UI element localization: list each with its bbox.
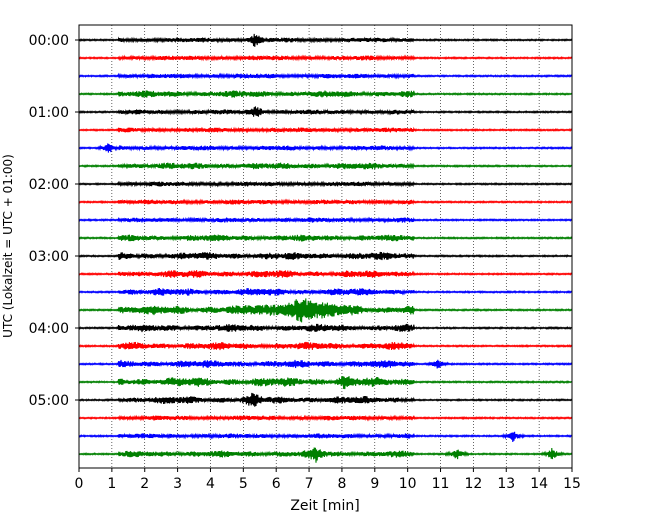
x-tick-label: 5 xyxy=(239,476,248,492)
plot-frame xyxy=(78,24,573,469)
seismic-trace xyxy=(78,323,573,333)
seismic-trace xyxy=(78,126,573,134)
x-tick-label: 1 xyxy=(107,476,116,492)
seismic-trace xyxy=(78,288,573,296)
seismic-trace xyxy=(78,54,573,62)
seismic-trace xyxy=(78,33,573,47)
y-axis: 00:00 01:00 02:00 03:00 04:00 05:00 xyxy=(29,33,79,409)
seismic-trace xyxy=(78,341,573,351)
y-tick-label: 02:00 xyxy=(29,177,69,193)
x-tick-label: 3 xyxy=(173,476,182,492)
plot-background xyxy=(79,25,572,468)
x-tick-label: 9 xyxy=(370,476,379,492)
y-axis-label: UTC (Lokalzeit = UTC + 01:00) xyxy=(1,154,15,338)
seismic-trace xyxy=(78,216,573,224)
seismic-trace xyxy=(78,143,573,153)
x-tick-label: 11 xyxy=(432,476,450,492)
seismic-trace xyxy=(78,162,573,170)
seismic-trace xyxy=(78,198,573,206)
x-tick-label: 14 xyxy=(530,476,548,492)
seismic-trace xyxy=(78,106,573,117)
seismic-trace xyxy=(78,359,573,369)
x-tick-label: 15 xyxy=(563,476,581,492)
seismic-trace xyxy=(78,298,573,323)
x-tick-label: 2 xyxy=(140,476,149,492)
seismic-trace xyxy=(78,251,573,261)
y-tick-label: 04:00 xyxy=(29,321,69,337)
x-tick-label: 4 xyxy=(206,476,215,492)
y-tick-label: 00:00 xyxy=(29,33,69,49)
x-axis-label: Zeit [min] xyxy=(290,498,359,514)
seismic-trace xyxy=(78,431,573,442)
y-tick-label: 05:00 xyxy=(29,393,69,409)
x-axis: 0 1 2 3 4 5 6 7 8 9 10 11 12 13 14 15 xyxy=(75,468,581,492)
seismic-trace xyxy=(78,270,573,278)
plot-area xyxy=(78,24,573,469)
seismic-trace xyxy=(78,72,573,80)
x-tick-label: 0 xyxy=(75,476,84,492)
seismic-trace xyxy=(78,234,573,242)
x-tick-label: 10 xyxy=(399,476,417,492)
x-tick-label: 12 xyxy=(464,476,482,492)
y-tick-label: 03:00 xyxy=(29,249,69,265)
x-tick-label: 7 xyxy=(305,476,314,492)
x-tick-label: 13 xyxy=(497,476,515,492)
seismic-trace xyxy=(78,414,573,422)
seismic-trace xyxy=(78,376,572,390)
y-tick-label: 01:00 xyxy=(29,105,69,121)
seismic-trace xyxy=(78,90,573,98)
x-tick-label: 6 xyxy=(272,476,281,492)
seismic-trace xyxy=(78,180,573,188)
seismic-trace xyxy=(78,392,573,407)
x-tick-label: 8 xyxy=(337,476,346,492)
seismic-trace xyxy=(78,447,573,463)
